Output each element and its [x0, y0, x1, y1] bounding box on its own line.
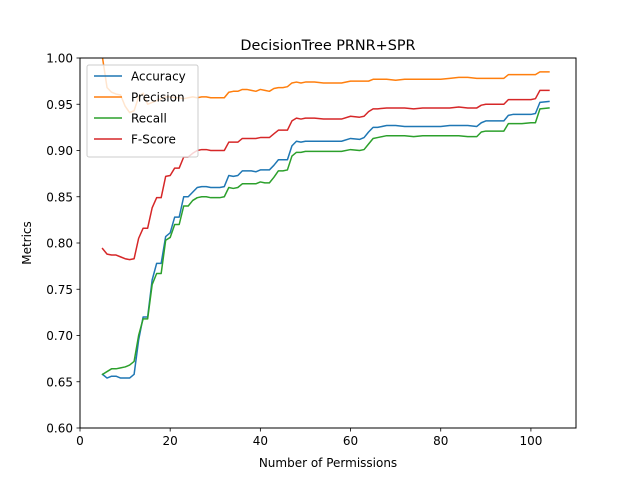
x-tick-label: 20	[163, 434, 178, 448]
x-tick-label: 60	[343, 434, 358, 448]
x-tick-label: 100	[519, 434, 542, 448]
y-tick-label: 0.85	[46, 190, 73, 204]
y-tick-label: 0.70	[46, 329, 73, 343]
legend-label-f-score: F-Score	[131, 133, 176, 147]
series-line-accuracy	[101, 100, 550, 379]
legend: Accuracy Precision Recall F-Score	[86, 64, 199, 158]
y-tick-label: 0.75	[46, 283, 73, 297]
y-tick-label: 0.60	[46, 422, 73, 436]
y-tick-label: 0.95	[46, 98, 73, 112]
x-axis: 0 20 40 60 80 100	[76, 428, 542, 448]
y-axis-label: Metrics	[20, 221, 34, 265]
x-tick-label: 80	[433, 434, 448, 448]
x-axis-label: Number of Permissions	[259, 456, 397, 470]
x-tick-label: 0	[76, 434, 84, 448]
y-tick-label: 0.65	[46, 375, 73, 389]
legend-label-accuracy: Accuracy	[131, 70, 186, 84]
y-tick-label: 0.80	[46, 237, 73, 251]
chart-title: DecisionTree PRNR+SPR	[240, 38, 415, 54]
y-tick-label: 0.90	[46, 144, 73, 158]
legend-label-recall: Recall	[131, 112, 167, 126]
series-line-f-score	[101, 89, 550, 261]
y-axis: 0.60 0.65 0.70 0.75 0.80 0.85 0.90 0.95 1.00	[46, 52, 80, 436]
y-tick-label: 1.00	[46, 52, 73, 66]
series-line-recall	[101, 107, 550, 376]
x-tick-label: 40	[253, 434, 268, 448]
legend-label-precision: Precision	[131, 91, 185, 105]
legend-box	[86, 64, 199, 158]
